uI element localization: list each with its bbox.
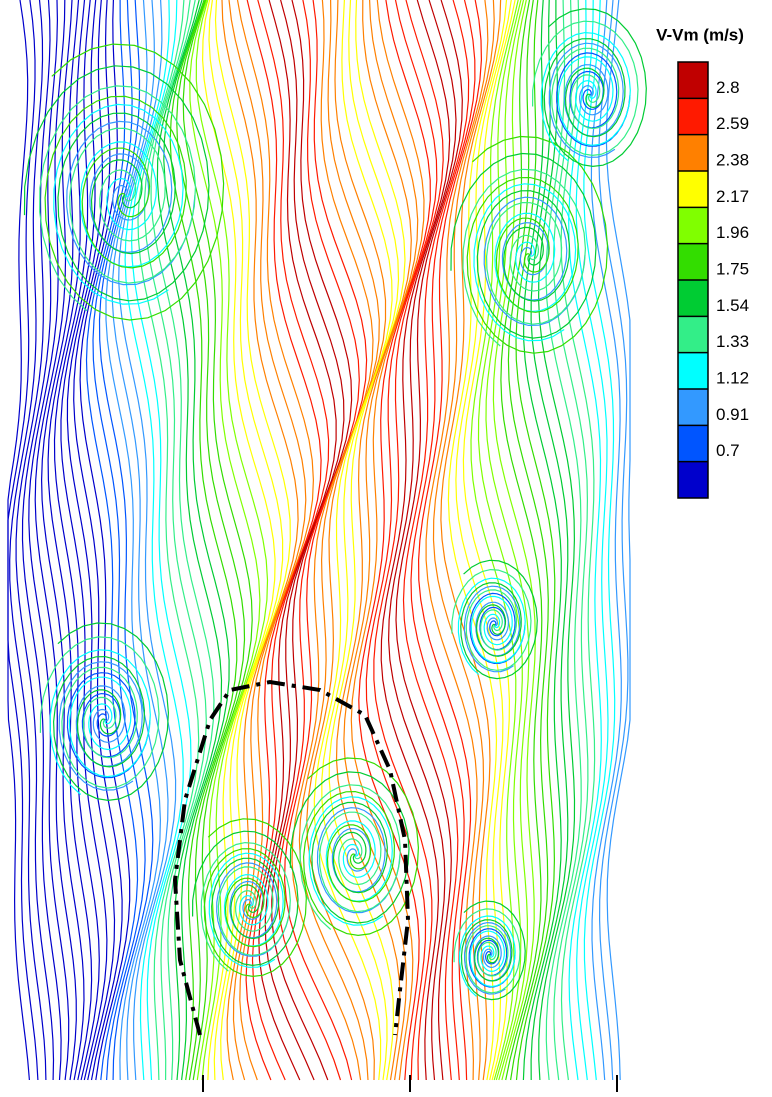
vortex-line <box>68 673 151 778</box>
colorbar-title: V-Vm (m/s) <box>656 25 744 44</box>
colorbar-tick-label: 2.17 <box>716 187 749 206</box>
colorbar-band <box>678 98 708 135</box>
colorbar-band <box>678 425 708 462</box>
colorbar-band <box>678 462 708 499</box>
colorbar: 2.8 2.59 2.38 2.17 1.96 1.75 1.54 1.33 1.12 0.91 0… <box>678 62 749 499</box>
colorbar-band <box>678 207 708 244</box>
streamline <box>8 0 29 1080</box>
colorbar-tick-label: 0.91 <box>716 405 749 424</box>
colorbar-tick-label: 1.96 <box>716 223 749 242</box>
colorbar-tick-label: 0.7 <box>716 441 740 460</box>
streamline <box>441 0 501 1080</box>
colorbar-band <box>678 135 708 172</box>
colorbar-band <box>678 62 708 99</box>
colorbar-tick-label: 2.38 <box>716 150 749 169</box>
streamline <box>337 0 412 1080</box>
colorbar-tick-label: 1.75 <box>716 259 749 278</box>
streamline <box>190 0 260 1080</box>
colorbar-band <box>678 280 708 317</box>
vortex-line <box>318 808 401 913</box>
colorbar-tick-label: 1.54 <box>716 296 749 315</box>
streamline <box>93 0 145 1080</box>
colorbar-tick-label: 1.33 <box>716 332 749 351</box>
colorbar-tick-label: 2.59 <box>716 114 749 133</box>
streamline <box>322 0 399 1080</box>
colorbar-band <box>678 353 708 390</box>
chart: V-Vm (m/s) 2.8 2.59 2.38 2.17 1.96 1.75 1.54 1.… <box>0 0 772 1092</box>
flow-field <box>8 0 646 1080</box>
colorbar-band <box>678 171 708 208</box>
colorbar-band <box>678 316 708 353</box>
colorbar-band <box>678 389 708 426</box>
streamline <box>381 0 449 1080</box>
colorbar-tick-label: 2.8 <box>716 78 740 97</box>
colorbar-tick-label: 1.12 <box>716 368 749 387</box>
streamline <box>591 0 621 1080</box>
streamline <box>351 0 424 1080</box>
colorbar-band <box>678 244 708 281</box>
